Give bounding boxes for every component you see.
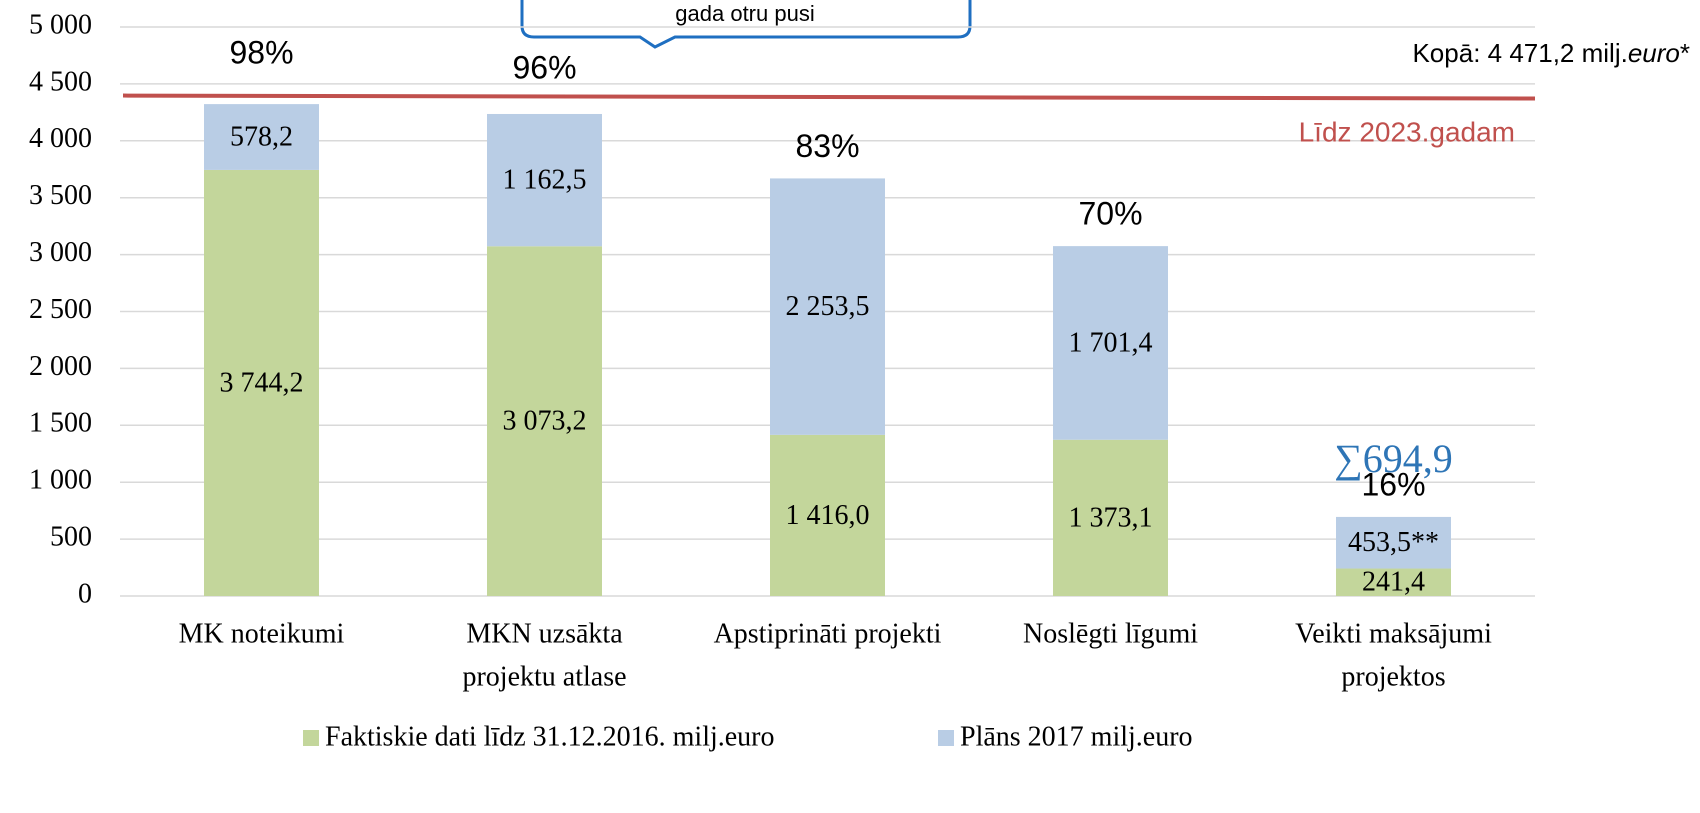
y-tick-label: 1 000 <box>29 465 92 496</box>
callout-text: gada otru pusi <box>675 1 814 26</box>
value-label: 241,4 <box>1362 567 1425 598</box>
value-label: 1 416,0 <box>786 500 870 531</box>
percent-label: 98% <box>229 34 293 70</box>
x-tick-label: MKN uzsākta <box>466 618 623 649</box>
value-label: 2 253,5 <box>786 291 870 322</box>
bar-segment <box>1336 516 1451 569</box>
x-tick-label: projektu atlase <box>462 661 626 692</box>
legend-swatch <box>938 730 954 746</box>
bar-segment <box>770 434 885 596</box>
sum-label: ∑694,9 <box>1334 436 1453 481</box>
x-tick-label: Veikti maksājumi <box>1295 618 1492 649</box>
bar-segment <box>487 113 602 247</box>
total-prefix: Kopā: 4 471,2 milj. <box>1412 38 1627 68</box>
y-tick-label: 3 000 <box>29 237 92 268</box>
value-label: 1 701,4 <box>1069 327 1153 358</box>
value-label: 1 162,5 <box>503 165 587 196</box>
bar-segment <box>1053 439 1168 596</box>
percent-label: 83% <box>795 128 859 164</box>
x-tick-label: Apstiprināti projekti <box>714 618 942 649</box>
value-label: 1 373,1 <box>1069 502 1153 533</box>
y-tick-label: 4 000 <box>29 123 92 154</box>
total-unit: euro <box>1628 38 1680 68</box>
percent-label: 96% <box>512 49 576 85</box>
reference-label: Līdz 2023.gadam <box>1299 116 1515 147</box>
bar-segment <box>770 178 885 435</box>
callout-box <box>520 0 972 49</box>
x-tick-label: projektos <box>1341 661 1445 692</box>
total-suffix: * <box>1680 38 1690 68</box>
bar-segment <box>1336 568 1451 596</box>
value-label: 453,5** <box>1348 527 1439 558</box>
y-tick-label: 1 500 <box>29 408 92 439</box>
legend-swatch <box>303 730 319 746</box>
y-tick-label: 2 000 <box>29 351 92 382</box>
legend-label: Plāns 2017 milj.euro <box>960 721 1193 752</box>
y-tick-label: 500 <box>50 522 92 553</box>
percent-label: 16% <box>1361 466 1425 502</box>
y-tick-label: 2 500 <box>29 294 92 325</box>
x-tick-label: MK noteikumi <box>179 618 345 649</box>
bar-segment <box>487 246 602 596</box>
value-label: 3 073,2 <box>503 406 587 437</box>
bar-segment <box>204 169 319 596</box>
y-tick-label: 5 000 <box>29 9 92 40</box>
value-label: 578,2 <box>230 121 293 152</box>
bar-segment <box>204 104 319 170</box>
y-tick-label: 3 500 <box>29 180 92 211</box>
total-label: Kopā: 4 471,2 milj.euro* <box>1412 38 1690 68</box>
legend-label: Faktiskie dati līdz 31.12.2016. milj.eur… <box>325 721 775 752</box>
percent-label: 70% <box>1078 196 1142 232</box>
y-tick-label: 0 <box>78 578 92 609</box>
x-tick-label: Noslēgti līgumi <box>1023 618 1198 649</box>
reference-line <box>122 93 1536 101</box>
value-label: 3 744,2 <box>220 367 304 398</box>
y-tick-label: 4 500 <box>29 66 92 97</box>
bar-segment <box>1053 246 1168 440</box>
